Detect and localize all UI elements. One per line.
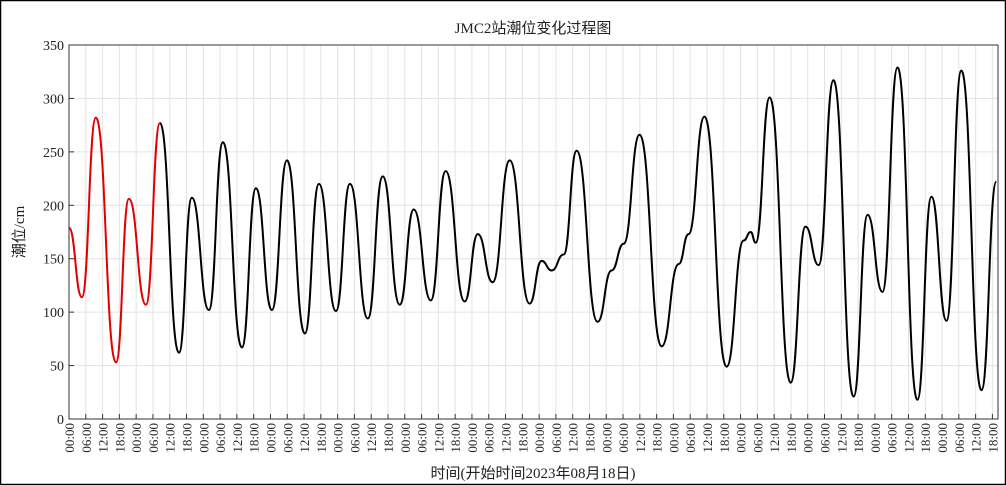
x-tick-label: 18:00 xyxy=(381,423,396,453)
x-tick-label: 18:00 xyxy=(851,423,866,453)
x-tick-label: 06:00 xyxy=(885,423,900,453)
x-tick-label: 18:00 xyxy=(314,423,329,453)
x-tick-label: 18:00 xyxy=(112,423,127,453)
chart-title: JMC2站潮位变化过程图 xyxy=(455,20,612,37)
x-tick-label: 00:00 xyxy=(599,423,614,453)
x-tick-label: 00:00 xyxy=(129,423,144,453)
y-tick-label: 150 xyxy=(43,253,64,268)
x-tick-label: 18:00 xyxy=(918,423,933,453)
x-tick-label: 00:00 xyxy=(62,423,77,453)
x-tick-label: 18:00 xyxy=(717,423,732,453)
x-tick-label: 18:00 xyxy=(448,423,463,453)
x-tick-label: 18:00 xyxy=(247,423,262,453)
x-tick-label: 06:00 xyxy=(818,423,833,453)
x-tick-label: 06:00 xyxy=(79,423,94,453)
x-tick-label: 00:00 xyxy=(935,423,950,453)
x-tick-label: 06:00 xyxy=(213,423,228,453)
x-tick-label: 06:00 xyxy=(952,423,967,453)
x-tick-label: 18:00 xyxy=(985,423,1000,453)
x-tick-label: 12:00 xyxy=(566,423,581,453)
x-tick-label: 06:00 xyxy=(549,423,564,453)
x-tick-label: 12:00 xyxy=(834,423,849,453)
x-tick-label: 12:00 xyxy=(364,423,379,453)
x-tick-label: 00:00 xyxy=(801,423,816,453)
y-tick-label: 350 xyxy=(43,39,64,54)
x-tick-label: 12:00 xyxy=(499,423,514,453)
x-tick-label: 18:00 xyxy=(180,423,195,453)
x-tick-label: 06:00 xyxy=(415,423,430,453)
x-tick-label: 00:00 xyxy=(331,423,346,453)
tide-line xyxy=(158,66,998,401)
x-tick-label: 18:00 xyxy=(650,423,665,453)
x-tick-label: 12:00 xyxy=(230,423,245,453)
x-tick-label: 12:00 xyxy=(633,423,648,453)
x-tick-label: 06:00 xyxy=(347,423,362,453)
x-tick-label: 00:00 xyxy=(465,423,480,453)
x-tick-label: 00:00 xyxy=(666,423,681,453)
x-tick-label: 06:00 xyxy=(280,423,295,453)
x-tick-label: 18:00 xyxy=(582,423,597,453)
tide-line xyxy=(68,116,161,364)
x-tick-label: 06:00 xyxy=(146,423,161,453)
x-tick-label: 12:00 xyxy=(431,423,446,453)
y-tick-label: 100 xyxy=(43,306,64,321)
y-tick-label: 200 xyxy=(43,199,64,214)
x-tick-label: 12:00 xyxy=(96,423,111,453)
x-tick-label: 06:00 xyxy=(482,423,497,453)
x-tick-label: 18:00 xyxy=(784,423,799,453)
x-tick-label: 06:00 xyxy=(683,423,698,453)
x-tick-label: 06:00 xyxy=(616,423,631,453)
y-tick-label: 0 xyxy=(57,413,64,428)
x-tick-label: 18:00 xyxy=(515,423,530,453)
plot-area xyxy=(68,44,999,420)
x-tick-label: 00:00 xyxy=(532,423,547,453)
x-tick-label: 12:00 xyxy=(969,423,984,453)
x-tick-label: 00:00 xyxy=(263,423,278,453)
x-tick-label: 00:00 xyxy=(734,423,749,453)
y-tick-label: 300 xyxy=(43,92,64,107)
y-tick-label: 250 xyxy=(43,146,64,161)
x-tick-label: 12:00 xyxy=(767,423,782,453)
x-axis-label: 时间(开始时间2023年08月18日) xyxy=(431,465,636,482)
x-tick-label: 00:00 xyxy=(196,423,211,453)
x-tick-label: 00:00 xyxy=(868,423,883,453)
x-tick-label: 12:00 xyxy=(297,423,312,453)
y-axis-label: 潮位/cm xyxy=(11,205,28,258)
x-tick-label: 12:00 xyxy=(901,423,916,453)
x-tick-label: 00:00 xyxy=(398,423,413,453)
x-tick-label: 06:00 xyxy=(750,423,765,453)
x-tick-label: 12:00 xyxy=(163,423,178,453)
x-tick-label: 12:00 xyxy=(700,423,715,453)
y-tick-label: 50 xyxy=(50,360,64,375)
